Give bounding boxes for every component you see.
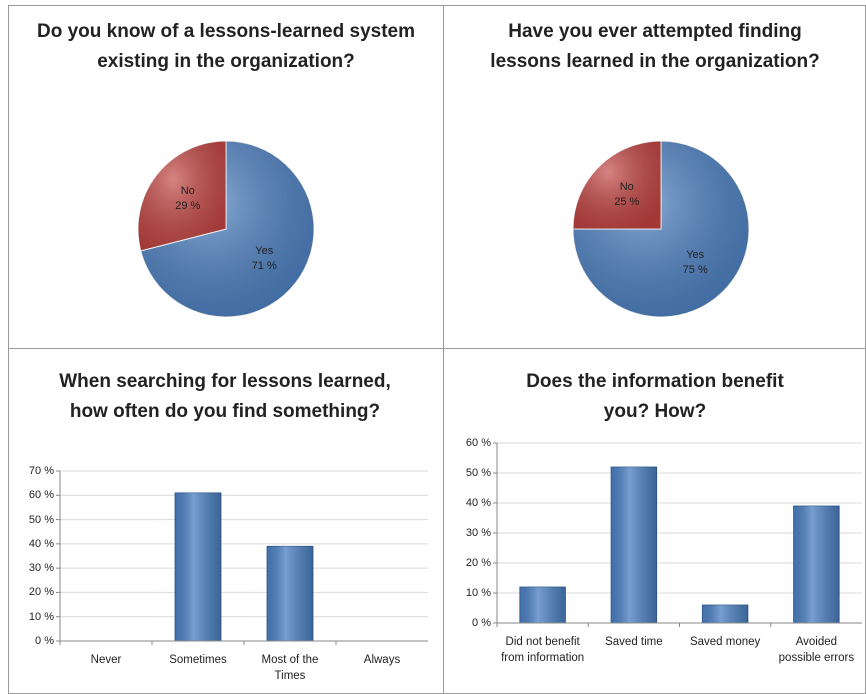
slice-category: No	[619, 180, 634, 193]
slice-label: 29 %	[175, 200, 201, 213]
x-tick-label: Most of the Times	[261, 654, 319, 682]
y-tick-label: 70 %	[28, 465, 54, 477]
pie-shade	[140, 141, 314, 317]
y-tick-label: 40 %	[28, 537, 54, 550]
chart-title: Does the information benefit you? How?	[526, 371, 784, 422]
x-tick-label: Always	[363, 654, 401, 666]
y-tick-label: 30 %	[28, 562, 54, 575]
y-tick-label: 0 %	[35, 635, 54, 647]
bar-shade	[793, 506, 840, 623]
x-tick-label: Sometimes	[169, 654, 227, 666]
y-tick-label: 60 %	[465, 437, 491, 449]
pie-shade	[138, 141, 226, 251]
bar-shade	[702, 605, 748, 623]
x-tick-label: Avoided possible errors	[778, 636, 855, 664]
slice-category: Yes	[686, 249, 705, 262]
x-tick-label: Saved time	[605, 636, 663, 648]
chart-title: When searching for lessons learned, how …	[59, 371, 391, 422]
chart-title: Have you ever attempted finding lessons …	[490, 21, 820, 72]
pie-shade	[573, 141, 661, 229]
x-tick-label: Did not benefit from information	[501, 636, 585, 664]
bar-shade	[519, 587, 566, 623]
y-tick-label: 30 %	[465, 527, 491, 539]
y-tick-label: 60 %	[28, 489, 54, 502]
slice-label: 25 %	[614, 195, 640, 208]
slice-label: 71 %	[251, 259, 277, 272]
bar-shade	[175, 492, 221, 641]
y-tick-label: 20 %	[28, 586, 54, 599]
y-tick-label: 50 %	[28, 513, 54, 526]
y-tick-label: 10 %	[465, 587, 491, 599]
slice-category: Yes	[255, 244, 274, 257]
slice-category: No	[180, 185, 195, 198]
slice-label: 75 %	[682, 264, 708, 277]
y-tick-label: 10 %	[28, 610, 54, 623]
y-tick-label: 50 %	[465, 467, 491, 479]
bar-shade	[267, 546, 313, 641]
x-tick-label: Saved money	[689, 636, 761, 648]
chart-title: Do you know of a lessons-learned system …	[37, 21, 415, 72]
y-tick-label: 40 %	[465, 497, 491, 509]
x-tick-label: Never	[90, 654, 122, 666]
y-tick-label: 0 %	[472, 617, 491, 629]
bar-shade	[611, 467, 657, 623]
y-tick-label: 20 %	[465, 557, 491, 569]
